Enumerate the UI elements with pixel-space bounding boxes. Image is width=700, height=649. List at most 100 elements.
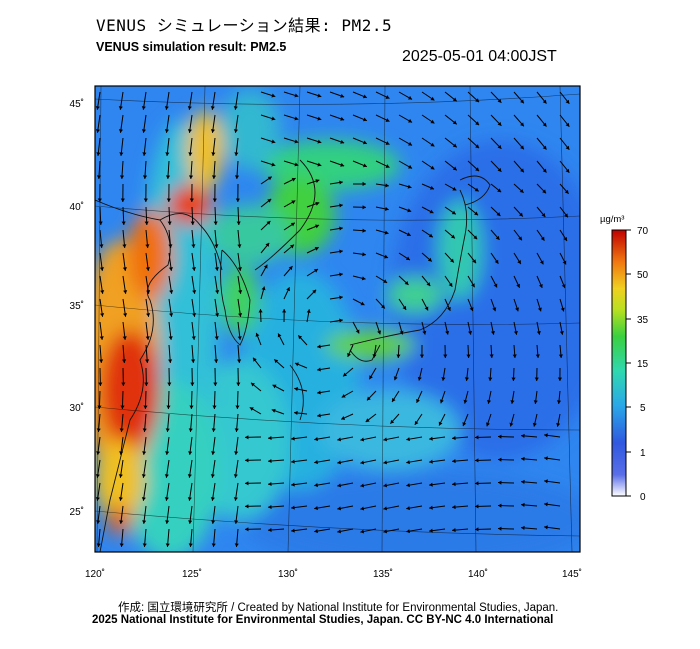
wind-arrow — [283, 287, 290, 300]
wind-arrow — [444, 206, 457, 215]
wind-arrow — [188, 505, 193, 524]
wind-arrow — [352, 91, 368, 99]
wind-arrow — [421, 114, 435, 124]
wind-arrow — [168, 321, 173, 340]
wind-arrow — [234, 436, 239, 455]
wind-arrow — [398, 206, 412, 213]
wind-arrow — [556, 390, 562, 404]
wind-arrow — [467, 321, 473, 335]
wind-arrow — [283, 160, 299, 167]
wind-arrow — [352, 114, 368, 122]
wind-arrow — [444, 275, 453, 288]
wind-arrow — [211, 160, 217, 179]
wind-arrow — [141, 114, 147, 133]
wind-arrow — [421, 137, 435, 147]
lon-axis: 120˚ 125˚ 130˚ 135˚ 140˚ 145˚ — [85, 568, 582, 580]
wind-arrow — [187, 114, 193, 133]
wind-arrow — [329, 203, 343, 208]
wind-arrow — [99, 252, 104, 271]
wind-arrow — [237, 229, 242, 248]
wind-arrow — [234, 160, 240, 179]
wind-arrow — [214, 298, 220, 317]
wind-arrow — [360, 528, 377, 534]
wind-arrow — [145, 229, 150, 248]
wind-arrow — [244, 435, 262, 440]
wind-arrow — [187, 91, 193, 110]
wind-arrow — [297, 335, 308, 346]
wind-arrow — [96, 436, 101, 455]
wind-arrow — [191, 344, 196, 363]
wind-arrow — [143, 183, 148, 203]
wind-arrow — [521, 456, 538, 462]
wind-arrow — [559, 321, 564, 335]
wind-arrow — [329, 114, 345, 121]
wind-arrow — [398, 114, 413, 123]
wind-arrow — [164, 114, 170, 133]
wind-arrow — [260, 198, 272, 208]
wind-arrow — [233, 91, 239, 110]
lat-axis: 25˚ 30˚ 35˚ 40˚ 45˚ — [70, 98, 84, 518]
wind-arrow — [96, 413, 101, 432]
wind-arrow — [99, 229, 104, 248]
wind-arrow — [235, 390, 240, 410]
wind-arrow — [317, 390, 331, 395]
wind-arrow — [474, 527, 492, 532]
wind-arrow — [166, 183, 171, 203]
wind-arrow — [119, 436, 124, 455]
wind-arrow — [329, 272, 343, 277]
colorbar: µg/m³ 0 1 5 15 35 50 70 — [600, 214, 649, 503]
wind-arrow — [98, 367, 103, 387]
wind-arrow — [122, 275, 128, 294]
wind-arrow — [283, 177, 296, 185]
wind-arrow — [337, 482, 354, 488]
wind-arrow — [119, 137, 124, 156]
wind-arrow — [329, 137, 345, 144]
wind-arrow — [210, 482, 216, 501]
wind-arrow — [258, 308, 263, 323]
concentration-field — [95, 86, 580, 552]
wind-arrow — [533, 390, 538, 404]
wind-arrow — [141, 459, 147, 478]
wind-arrow — [191, 321, 196, 340]
wind-arrow — [559, 229, 568, 242]
lon-label: 145˚ — [562, 568, 582, 580]
wind-arrow — [237, 298, 243, 317]
wind-arrow — [513, 252, 522, 265]
wind-arrow — [559, 137, 570, 151]
colorbar-unit: µg/m³ — [600, 214, 624, 225]
wind-arrow — [165, 436, 170, 455]
wind-arrow — [95, 91, 101, 110]
wind-arrow — [383, 482, 400, 488]
wind-arrow — [467, 229, 478, 240]
wind-arrow — [429, 436, 446, 441]
wind-arrow — [419, 344, 425, 359]
wind-arrow — [352, 298, 365, 306]
wind-arrow — [444, 298, 451, 312]
wind-arrow — [497, 503, 515, 508]
wind-arrow — [255, 332, 262, 346]
wind-arrow — [306, 114, 322, 121]
wind-arrow — [398, 298, 407, 311]
wind-arrow — [283, 137, 299, 144]
wind-arrow — [234, 528, 239, 547]
wind-arrow — [490, 321, 495, 335]
wind-arrow — [99, 344, 104, 363]
wind-arrow — [360, 505, 377, 511]
wind-arrow — [122, 252, 127, 271]
wind-arrow — [211, 528, 216, 547]
coastlines — [95, 159, 491, 552]
wind-arrow — [260, 160, 276, 167]
wind-arrow — [444, 91, 458, 102]
wind-arrow — [341, 390, 354, 398]
wind-arrow — [398, 91, 413, 100]
wind-arrow — [398, 252, 411, 261]
wind-arrow — [534, 367, 539, 382]
wind-arrow — [291, 528, 308, 533]
wind-arrow — [214, 229, 219, 248]
wind-arrow — [237, 321, 242, 340]
wind-arrow — [421, 275, 431, 287]
wind-arrow — [260, 114, 276, 121]
wind-arrow — [314, 528, 331, 534]
wind-arrow — [536, 114, 547, 127]
